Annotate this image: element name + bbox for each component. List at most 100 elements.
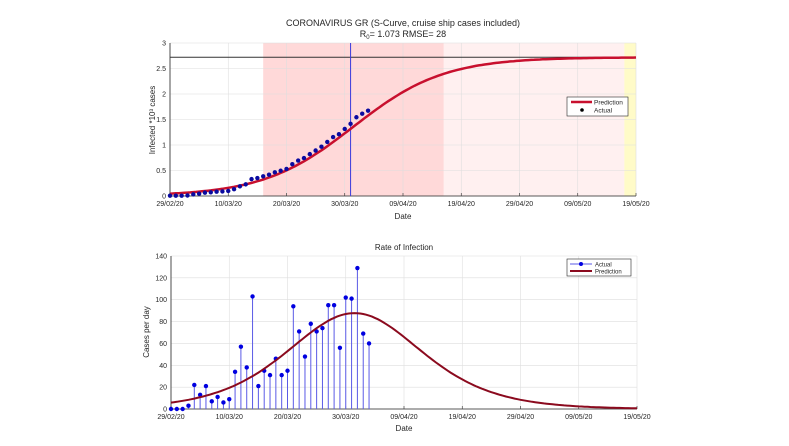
legend-prediction-label: Prediction [595,270,622,276]
actual-point [301,155,307,161]
actual-point [197,392,203,397]
y-tick-label: 3 [162,41,166,48]
actual-point [220,189,225,194]
bottom-x-label: Date [396,424,413,433]
actual-point [227,396,232,402]
actual-point [226,188,231,194]
x-tick-label: 19/05/20 [623,414,650,421]
x-tick-label: 09/04/20 [390,414,417,421]
actual-point [232,369,238,375]
y-tick-label: 120 [155,275,167,282]
actual-point [314,329,319,334]
y-tick-label: 0 [162,194,166,201]
actual-point [192,382,197,388]
actual-point [243,182,248,187]
x-tick-label: 29/04/20 [507,414,534,421]
actual-point [313,148,318,153]
y-tick-label: 0 [163,407,167,414]
actual-point [361,331,366,336]
actual-point [167,193,173,198]
actual-point [173,193,179,198]
actual-point [249,176,254,182]
legend-actual-marker [579,262,583,266]
x-tick-label: 29/02/20 [157,414,184,421]
actual-point [168,406,174,412]
x-tick-label: 30/03/20 [331,201,358,208]
y-tick-label: 2.5 [156,66,166,73]
actual-point [349,296,354,301]
actual-point [284,166,289,172]
actual-point [237,184,243,189]
actual-point [326,302,331,308]
actual-point [266,172,272,177]
actual-point [231,187,237,192]
actual-point [267,372,273,378]
bottom-axes: 29/02/20 10/03/20 20/03/20 30/03/20 09/04/20… [155,254,650,422]
y-tick-label: 2 [162,92,166,99]
actual-point [307,151,312,157]
actual-point [348,121,353,127]
actual-point [366,341,372,346]
x-tick-label: 29/04/20 [506,201,533,208]
actual-point [325,139,330,145]
actual-point [208,190,213,195]
actual-point [209,399,214,404]
x-tick-label: 20/03/20 [274,414,301,421]
x-tick-label: 10/03/20 [215,201,242,208]
actual-point [308,321,313,326]
actual-point [343,295,348,300]
actual-point [302,354,308,359]
legend-actual-swatch [580,108,584,112]
bottom-chart-title: Rate of Infection [375,243,433,252]
actual-point [174,406,180,412]
x-tick-label: 09/05/20 [565,414,592,421]
actual-point [186,403,191,408]
top-x-label: Date [395,212,412,221]
actual-point [330,134,336,140]
actual-point [191,192,196,197]
x-tick-label: 19/05/20 [622,201,649,208]
y-tick-label: 40 [159,363,167,370]
actual-point [285,368,290,373]
actual-point [196,191,202,196]
y-tick-label: 100 [155,297,167,304]
x-tick-label: 09/05/20 [564,201,591,208]
actual-point [355,265,360,271]
x-tick-label: 20/03/20 [273,201,300,208]
actual-point [179,193,184,198]
actual-point [203,383,209,389]
actual-point [215,394,220,400]
y-tick-label: 140 [155,254,167,261]
actual-point [342,126,347,132]
y-tick-label: 1.5 [156,117,166,124]
actual-point [256,383,261,389]
actual-point [319,144,324,149]
x-tick-label: 09/04/20 [389,201,416,208]
y-tick-label: 20 [159,385,167,392]
actual-point [221,400,226,405]
top-axes: 29/02/20 10/03/20 20/03/20 30/03/20 09/04/20… [156,41,649,209]
actual-point [290,161,295,167]
top-y-label: Infected *10³ cases [148,86,157,154]
actual-point [336,131,342,137]
actual-point [272,170,278,175]
actual-point [279,372,284,378]
actual-point [261,174,266,179]
actual-point [244,365,249,370]
legend-prediction-label: Prediction [594,100,623,107]
x-tick-label: 30/03/20 [332,414,359,421]
actual-point [202,190,208,195]
legend-actual-label: Actual [595,263,612,269]
actual-point [320,325,325,331]
legend-actual-label: Actual [594,108,613,115]
y-tick-label: 1 [162,143,166,150]
actual-point [214,189,219,194]
actual-point [331,302,337,308]
actual-point [291,304,296,309]
y-tick-label: 0.5 [156,168,166,175]
top-chart-title: CORONAVIRUS GR (S-Curve, cruise ship cas… [286,18,520,28]
y-tick-label: 80 [159,319,167,326]
